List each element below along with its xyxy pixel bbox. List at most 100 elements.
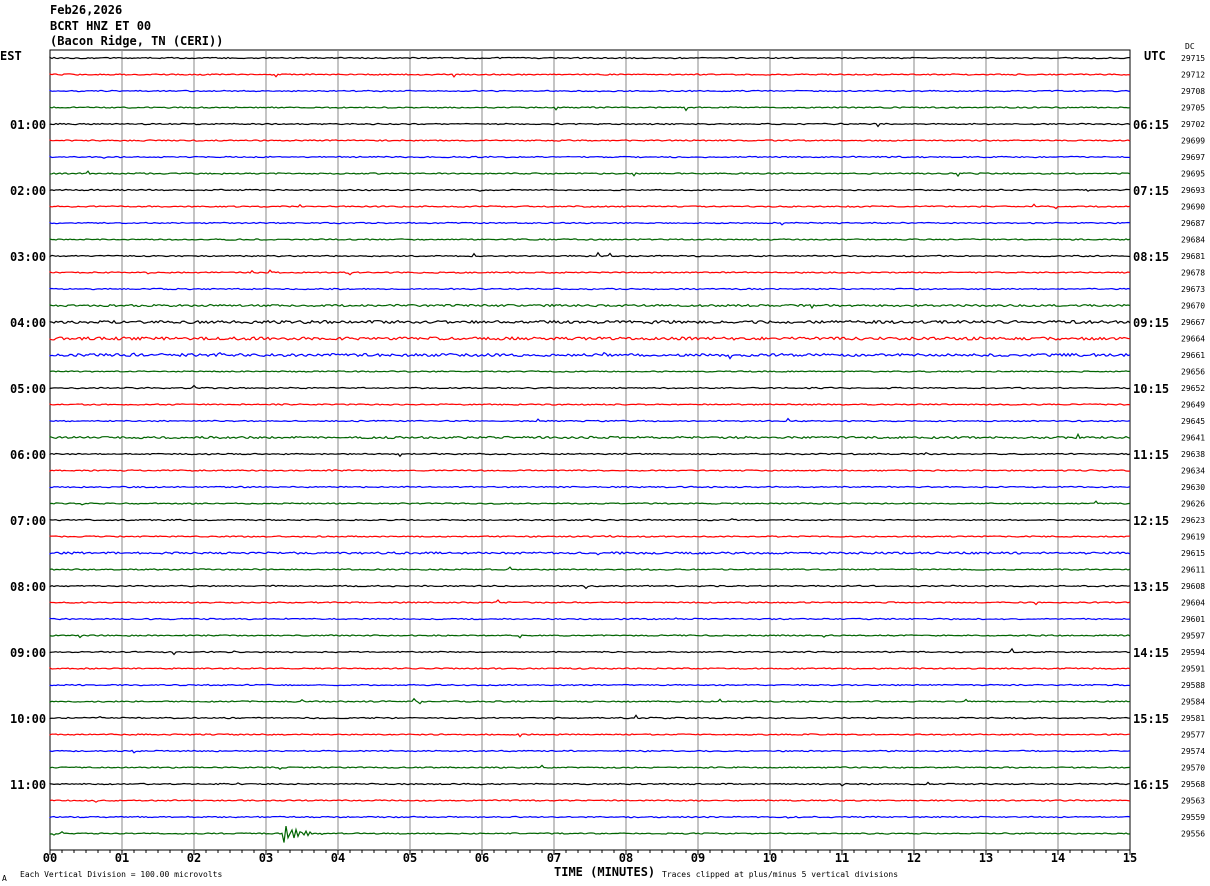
left-hour-label: 05:00	[10, 382, 46, 396]
trace-row-47	[49, 825, 1131, 843]
trace-row-32	[49, 584, 1131, 590]
left-hour-label: 11:00	[10, 778, 46, 792]
trace-row-15	[49, 303, 1131, 310]
trace-row-41	[49, 733, 1131, 738]
dc-offset-label: 29678	[1181, 269, 1205, 278]
trace-row-46	[49, 815, 1131, 819]
trace-row-36	[49, 647, 1131, 656]
dc-offset-label: 29594	[1181, 648, 1205, 657]
trace-row-7	[49, 170, 1131, 178]
trace-row-23	[49, 432, 1131, 440]
left-hour-label: 07:00	[10, 514, 46, 528]
x-tick-label: 10	[763, 851, 777, 865]
left-hour-label: 02:00	[10, 184, 46, 198]
dc-offset-label: 29584	[1181, 698, 1205, 707]
trace-row-28	[49, 518, 1131, 522]
right-hour-label: 07:15	[1133, 184, 1169, 198]
right-hour-label: 06:15	[1133, 118, 1169, 132]
trace-row-10	[49, 221, 1131, 226]
trace-row-20	[49, 384, 1131, 390]
trace-row-42	[49, 749, 1131, 754]
dc-offset-label: 29597	[1181, 632, 1205, 641]
right-hour-label: 13:15	[1133, 580, 1169, 594]
x-tick-label: 08	[619, 851, 633, 865]
date-label: Feb26,2026	[50, 3, 123, 17]
dc-offset-label: 29638	[1181, 450, 1205, 459]
trace-row-33	[49, 599, 1131, 606]
dc-offset-label: 29604	[1181, 599, 1205, 608]
dc-offset-label: 29690	[1181, 203, 1205, 212]
dc-offset-label: 29705	[1181, 104, 1205, 113]
dc-offset-label: 29556	[1181, 830, 1205, 839]
right-hour-label: 11:15	[1133, 448, 1169, 462]
dc-offset-label: 29687	[1181, 219, 1205, 228]
left-hour-label: 04:00	[10, 316, 46, 330]
trace-row-37	[49, 667, 1131, 670]
x-tick-label: 15	[1123, 851, 1137, 865]
dc-offset-label: 29588	[1181, 681, 1205, 690]
dc-offset-label: 29667	[1181, 318, 1205, 327]
trace-row-17	[49, 336, 1131, 341]
x-tick-label: 14	[1051, 851, 1065, 865]
left-hour-label: 08:00	[10, 580, 46, 594]
right-hour-label: 08:15	[1133, 250, 1169, 264]
dc-offset-label: 29581	[1181, 714, 1205, 723]
x-axis-label: TIME (MINUTES)	[554, 865, 656, 879]
trace-row-14	[49, 287, 1131, 291]
trace-row-31	[49, 566, 1131, 571]
trace-row-9	[49, 203, 1131, 210]
clip-note: Traces clipped at plus/minus 5 vertical …	[662, 870, 899, 879]
dc-offset-label: 29652	[1181, 384, 1205, 393]
dc-offset-label: 29577	[1181, 731, 1205, 740]
dc-offset-label: 29702	[1181, 120, 1205, 129]
trace-row-39	[49, 697, 1131, 705]
dc-offset-label: 29563	[1181, 797, 1205, 806]
x-tick-label: 00	[43, 851, 57, 865]
x-tick-label: 11	[835, 851, 849, 865]
x-tick-label: 07	[547, 851, 561, 865]
trace-row-40	[49, 714, 1131, 720]
right-timezone-label: UTC	[1144, 49, 1166, 63]
x-tick-label: 03	[259, 851, 273, 865]
right-hour-label: 15:15	[1133, 712, 1169, 726]
trace-row-27	[49, 500, 1131, 506]
dc-offset-label: 29570	[1181, 764, 1205, 773]
dc-offset-label: 29673	[1181, 285, 1205, 294]
x-tick-label: 02	[187, 851, 201, 865]
dc-offset-label: 29623	[1181, 516, 1205, 525]
left-hour-label: 10:00	[10, 712, 46, 726]
right-hour-label: 10:15	[1133, 382, 1169, 396]
dc-offset-label: 29591	[1181, 665, 1205, 674]
dc-offset-label: 29693	[1181, 186, 1205, 195]
trace-row-8	[49, 188, 1131, 192]
dc-offset-label: 29559	[1181, 813, 1205, 822]
trace-row-6	[49, 155, 1131, 159]
dc-offset-label: 29608	[1181, 582, 1205, 591]
corner-mark: A	[2, 874, 7, 883]
dc-offset-label: 29708	[1181, 87, 1205, 96]
trace-row-19	[49, 370, 1130, 373]
dc-offset-label: 29619	[1181, 533, 1205, 542]
dc-offset-label: 29649	[1181, 401, 1205, 410]
trace-row-43	[49, 764, 1131, 770]
scale-note: Each Vertical Division = 100.00 microvol…	[20, 870, 223, 879]
dc-offset-label: 29697	[1181, 153, 1205, 162]
trace-row-25	[49, 469, 1130, 472]
dc-offset-label: 29699	[1181, 137, 1205, 146]
trace-row-21	[49, 403, 1131, 406]
trace-row-45	[49, 799, 1131, 803]
trace-row-30	[49, 551, 1131, 556]
dc-offset-label: 29670	[1181, 302, 1205, 311]
dc-offset-label: 29615	[1181, 549, 1205, 558]
trace-row-34	[49, 617, 1131, 621]
trace-row-38	[49, 683, 1131, 687]
trace-row-11	[49, 238, 1131, 241]
dc-offset-label: 29568	[1181, 780, 1205, 789]
dc-offset-label: 29715	[1181, 54, 1205, 63]
trace-row-13	[49, 269, 1131, 276]
trace-row-4	[49, 122, 1131, 128]
plot-frame	[49, 49, 1131, 851]
dc-offset-label: 29601	[1181, 615, 1205, 624]
x-tick-label: 12	[907, 851, 921, 865]
